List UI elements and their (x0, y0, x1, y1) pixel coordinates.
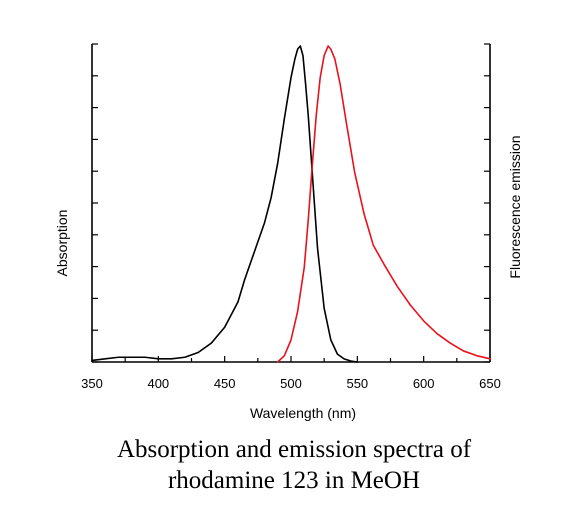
absorption-curve (91, 45, 359, 363)
y-axis-right-title: Fluorescence emission (507, 135, 523, 278)
x-tick-label: 500 (280, 376, 302, 391)
x-tick-labels: 350 400 450 500 550 600 650 (81, 376, 501, 391)
emission-curve (276, 45, 491, 363)
caption-line-1: Absorption and emission spectra of (116, 436, 472, 463)
chart-axes (91, 44, 491, 363)
chart-ticks (91, 43, 491, 363)
caption-line-2: rhodamine 123 in MeOH (167, 467, 421, 494)
x-tick-label: 550 (346, 376, 368, 391)
x-tick-label: 350 (81, 376, 103, 391)
x-tick-label: 400 (147, 376, 169, 391)
chart-series (91, 45, 491, 363)
x-tick-label: 650 (479, 376, 501, 391)
spectra-chart: 350 400 450 500 550 600 650 Wavelength (nm) Ab… (54, 43, 523, 421)
figure-caption: Absorption and emission spectra of rhoda… (0, 434, 588, 496)
x-tick-label: 600 (413, 376, 435, 391)
x-tick-label: 450 (214, 376, 236, 391)
y-axis-left-title: Absorption (54, 210, 70, 277)
x-axis-title: Wavelength (nm) (250, 405, 356, 421)
